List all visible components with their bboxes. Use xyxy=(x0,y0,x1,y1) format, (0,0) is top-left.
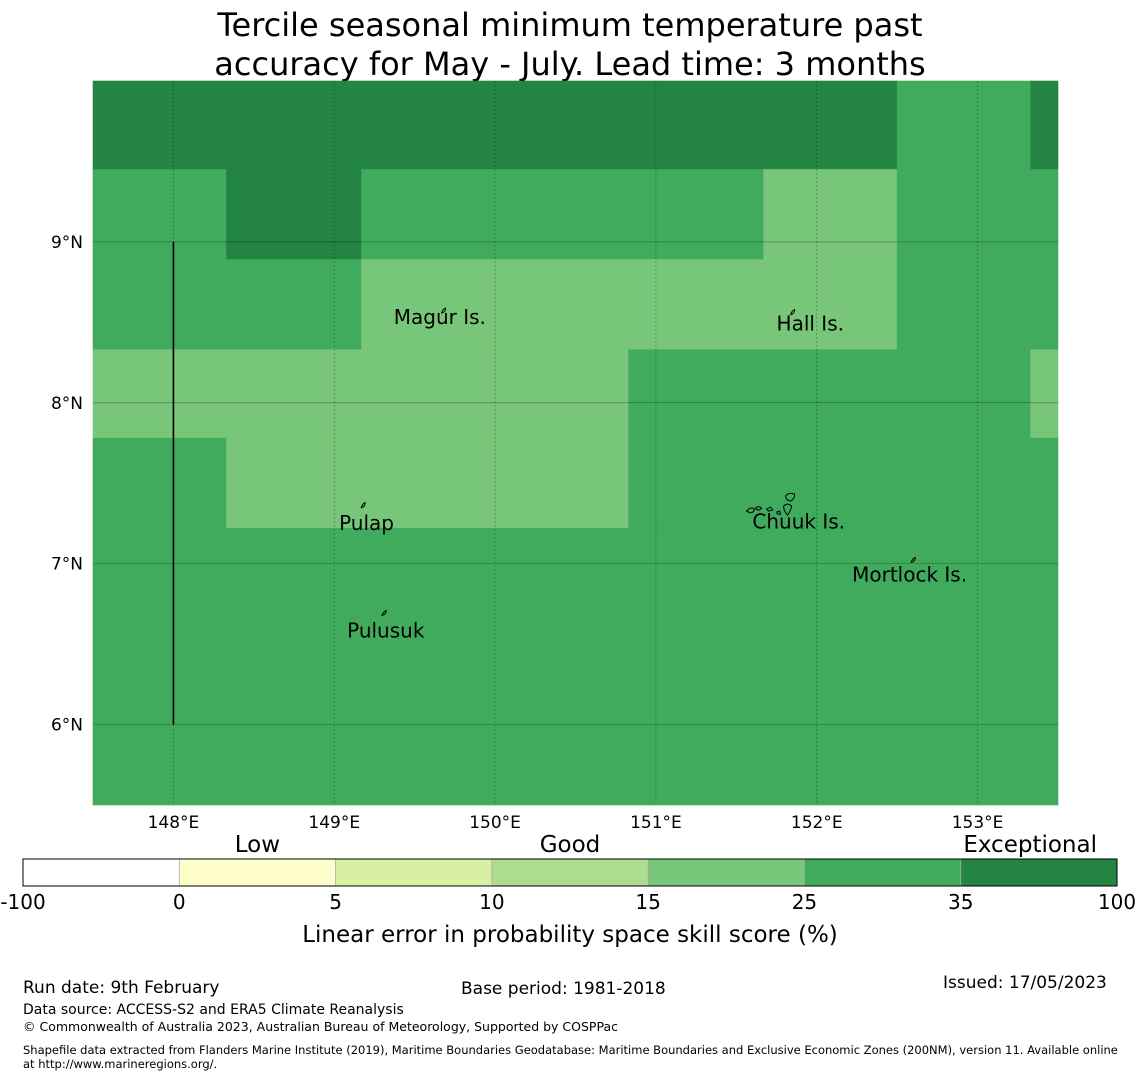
grid-cell-17 xyxy=(92,527,1059,806)
data-source: Data source: ACCESS-S2 and ERA5 Climate … xyxy=(23,1002,404,1018)
colorbar: -100 0 5 10 15 25 35 100 Low Good Exceptional Linea… xyxy=(0,832,1136,948)
colorbar-category-label: Exceptional xyxy=(963,832,1097,858)
lon-tick-label: 151°E xyxy=(630,813,682,833)
grid-cell-5 xyxy=(361,169,764,260)
map-title-line-2: accuracy for May - July. Lead time: 3 mo… xyxy=(214,45,926,83)
grid-cell-4 xyxy=(226,169,362,260)
colorbar-category-label: Good xyxy=(540,832,601,858)
issued-date: Issued: 17/05/2023 xyxy=(943,973,1107,993)
lat-tick-label: 7°N xyxy=(51,555,83,575)
grid-cell-8 xyxy=(92,259,362,350)
grid-cell-15 xyxy=(226,437,629,529)
place-label: Mortlock Is. xyxy=(852,562,967,586)
colorbar-frame xyxy=(22,858,1118,887)
colorbar-segment xyxy=(960,859,1117,886)
map-figure: Magur Is. Hall Is. Pulap Chuuk Is. Mortlock … xyxy=(0,80,1136,948)
lon-tick-label: 152°E xyxy=(791,813,843,833)
grid-cell-1 xyxy=(896,80,1031,170)
colorbar-segment xyxy=(804,859,961,886)
grid-cell-14 xyxy=(92,437,227,529)
lon-tick-label: 149°E xyxy=(308,813,360,833)
colorbar-tick-label: 10 xyxy=(479,890,504,914)
grid-cell-3 xyxy=(92,169,227,260)
colorbar-tick-label: 25 xyxy=(792,890,817,914)
grid-cell-11 xyxy=(92,349,629,439)
place-label: Chuuk Is. xyxy=(752,509,845,533)
graticule xyxy=(93,81,1058,805)
axis-tick-labels: 148°E 149°E 150°E 151°E 152°E 153°E 9°N 8°N 7°N 6… xyxy=(51,233,1003,833)
colorbar-tick-label: 35 xyxy=(948,890,973,914)
colorbar-title: Linear error in probability space skill … xyxy=(302,922,838,948)
grid-cell-6 xyxy=(763,169,898,260)
base-period: Base period: 1981-2018 xyxy=(461,979,666,999)
colorbar-tick-label: 0 xyxy=(173,890,186,914)
place-label: Magur Is. xyxy=(394,305,486,329)
grid-cell-16 xyxy=(628,437,1059,529)
grid-cell-0 xyxy=(92,80,898,170)
skill-score-grid xyxy=(92,80,1059,806)
colorbar-segment xyxy=(23,859,180,886)
island-outline xyxy=(789,308,796,316)
lon-tick-label: 153°E xyxy=(952,813,1004,833)
colorbar-segment xyxy=(335,859,492,886)
map-title: Tercile seasonal minimum temperature pas… xyxy=(0,6,1140,84)
lon-tick-label: 150°E xyxy=(469,813,521,833)
place-label: Hall Is. xyxy=(777,311,844,335)
grid-cell-2 xyxy=(1030,80,1059,170)
lat-tick-label: 6°N xyxy=(51,716,83,736)
shapefile-credit: Shapefile data extracted from Flanders M… xyxy=(23,1043,1118,1071)
place-label: Pulap xyxy=(339,511,394,535)
colorbar-segment xyxy=(179,859,336,886)
colorbar-tick-label: -100 xyxy=(0,890,45,914)
place-label: Pulusuk xyxy=(347,619,425,643)
lon-tick-label: 148°E xyxy=(148,813,200,833)
island-outline xyxy=(381,609,387,617)
island-outline xyxy=(360,502,366,509)
grid-cell-12 xyxy=(628,349,1031,439)
grid-cell-13 xyxy=(1030,349,1059,439)
colorbar-tick-label: 5 xyxy=(329,890,342,914)
colorbar-tick-label: 100 xyxy=(1098,890,1136,914)
run-date: Run date: 9th February xyxy=(23,978,220,998)
grid-cell-9 xyxy=(361,259,898,350)
copyright-notice: © Commonwealth of Australia 2023, Austra… xyxy=(23,1019,618,1034)
lat-tick-label: 8°N xyxy=(51,394,83,414)
island-outlines xyxy=(360,307,916,617)
colorbar-segment xyxy=(648,859,805,886)
lat-tick-label: 9°N xyxy=(51,233,83,253)
grid-cell-7 xyxy=(896,169,1059,260)
grid-cell-10 xyxy=(896,259,1059,350)
chuuk-island-outline xyxy=(745,492,796,516)
island-outline xyxy=(440,307,447,314)
place-labels: Magur Is. Hall Is. Pulap Chuuk Is. Mortlock … xyxy=(339,305,967,643)
colorbar-segment xyxy=(491,859,649,886)
island-outline xyxy=(910,556,916,564)
colorbar-tick-label: 15 xyxy=(635,890,660,914)
map-title-line-1: Tercile seasonal minimum temperature pas… xyxy=(217,6,923,44)
colorbar-category-label: Low xyxy=(235,832,280,858)
